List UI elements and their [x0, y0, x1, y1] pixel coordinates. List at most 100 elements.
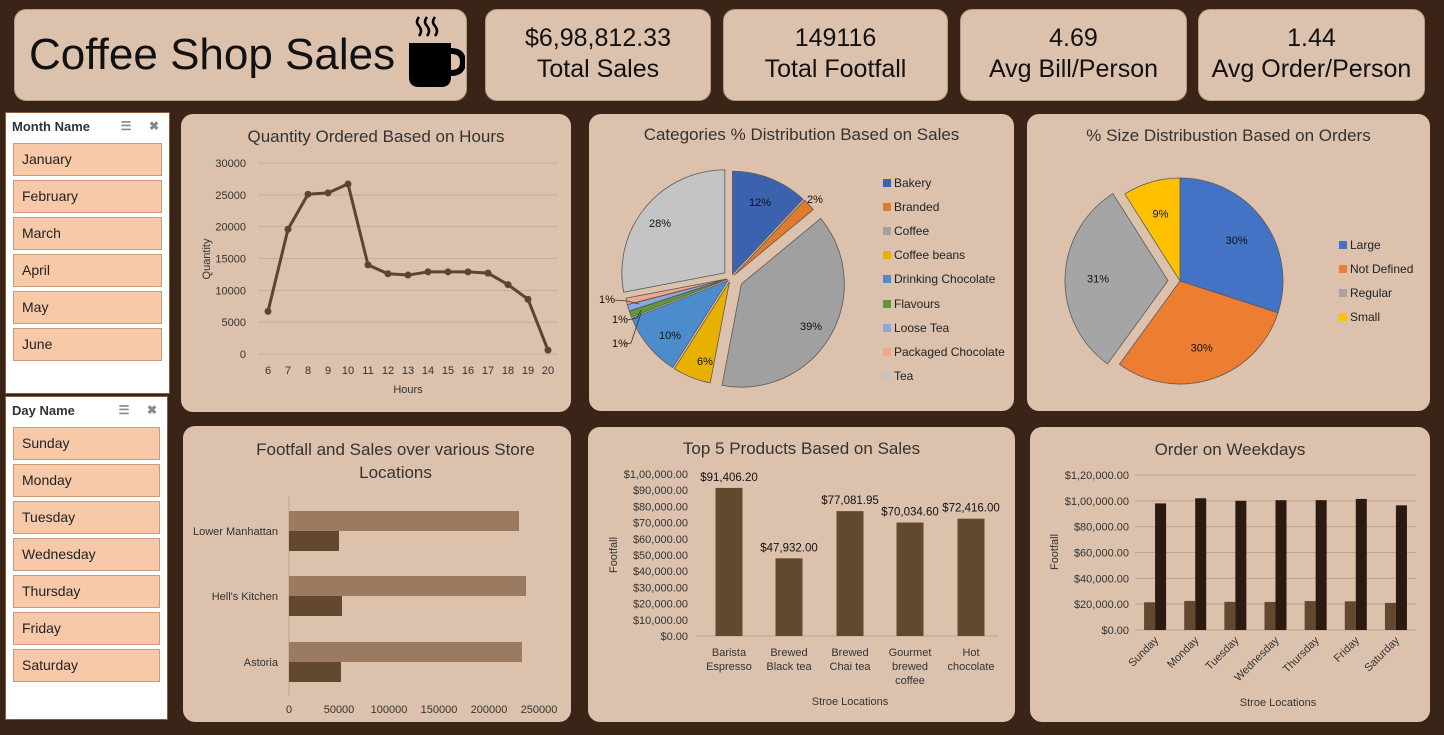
- y-tick-label: $50,000.00: [633, 550, 688, 562]
- y-tick-label: $60,000.00: [633, 534, 688, 546]
- bar: [289, 576, 526, 596]
- category-label: Lower Manhattan: [193, 526, 278, 538]
- categories-pie-chart: 12% 2% 39% 6% 10% 1% 1% 1% 28%: [599, 169, 845, 388]
- bar: [289, 511, 519, 531]
- kpi-avg-bill: 4.69 Avg Bill/Person: [960, 9, 1187, 101]
- y-tick-label: $0.00: [1101, 625, 1129, 637]
- data-point: [384, 270, 392, 278]
- y-tick-label: $0.00: [660, 631, 688, 643]
- slicer-item-saturday[interactable]: Saturday: [13, 649, 160, 682]
- coffee-cup-icon: [407, 15, 467, 96]
- category-label: Hell's Kitchen: [212, 591, 278, 603]
- legend-swatch: [883, 347, 891, 356]
- bar: [1304, 601, 1316, 630]
- x-tick-label: Sunday: [1126, 634, 1161, 669]
- slicer-item-friday[interactable]: Friday: [13, 612, 160, 645]
- multi-select-icon[interactable]: ☰: [120, 119, 132, 133]
- x-tick-label: Saturday: [1362, 634, 1402, 674]
- legend-item: Regular: [1339, 286, 1392, 300]
- x-tick-label: Monday: [1165, 634, 1202, 671]
- x-axis-label: Hours: [393, 384, 423, 396]
- slicer-item-june[interactable]: June: [13, 328, 162, 361]
- legend-item: Packaged Chocolate: [883, 345, 1005, 359]
- leader-line: [626, 309, 642, 321]
- chart-title: % Size Distribustion Based on Orders: [1086, 126, 1371, 145]
- kpi-avg-order: 1.44 Avg Order/Person: [1198, 9, 1425, 101]
- legend-label: Branded: [894, 200, 940, 215]
- legend-item: Flavours: [883, 297, 940, 311]
- slicer-item-thursday[interactable]: Thursday: [13, 575, 160, 608]
- legend-item: Not Defined: [1339, 262, 1413, 276]
- data-point: [404, 271, 412, 279]
- slicer-item-may[interactable]: May: [13, 291, 162, 324]
- chart-title: Top 5 Products Based on Sales: [682, 439, 921, 458]
- x-tick-label: 19: [522, 365, 534, 377]
- sizes-pie-chart: 30% 30% 31% 9%: [1064, 177, 1284, 385]
- slicer-item-april[interactable]: April: [13, 254, 162, 287]
- data-point: [504, 281, 512, 289]
- x-tick-label: 12: [382, 365, 394, 377]
- chart-title: Categories % Distribution Based on Sales: [643, 125, 960, 144]
- y-axis-label: Quantity: [201, 238, 213, 279]
- clear-filter-icon[interactable]: ✖: [148, 119, 160, 133]
- slicer-title: Month Name: [12, 118, 90, 134]
- categories-chart-card: Categories % Distribution Based on Sales…: [589, 114, 1014, 411]
- legend-label: Packaged Chocolate: [894, 344, 1005, 359]
- slicer-item-sunday[interactable]: Sunday: [13, 427, 160, 460]
- y-tick-label: 30000: [215, 158, 246, 170]
- bar: [715, 487, 743, 636]
- bar: [1195, 498, 1207, 630]
- multi-select-icon[interactable]: ☰: [118, 403, 130, 417]
- clear-filter-icon[interactable]: ✖: [146, 403, 158, 417]
- legend-swatch: [883, 227, 891, 236]
- pie-slice-regular: [1064, 193, 1169, 365]
- x-tick-label: Tuesday: [1203, 634, 1241, 672]
- y-tick-label: 5000: [222, 317, 246, 329]
- data-point: [524, 295, 532, 303]
- legend-item: Small: [1339, 310, 1380, 324]
- x-tick-label: 11: [362, 365, 373, 377]
- bar: [1344, 601, 1356, 630]
- y-axis-label: Footfall: [608, 537, 620, 573]
- x-tick-label: chocolate: [947, 661, 994, 673]
- x-tick-label: 14: [422, 365, 434, 377]
- chart-title: Quantity Ordered Based on Hours: [247, 127, 505, 146]
- slicer-item-wednesday[interactable]: Wednesday: [13, 538, 160, 571]
- pie-data-label: 2%: [807, 194, 823, 206]
- x-tick-label: 8: [305, 365, 311, 377]
- legend-label: Loose Tea: [894, 320, 950, 335]
- x-tick-label: Friday: [1332, 634, 1362, 664]
- x-tick-label: Chai tea: [830, 661, 872, 673]
- slicer-item-january[interactable]: January: [13, 143, 162, 176]
- slicer-item-february[interactable]: February: [13, 180, 162, 213]
- slicer-item-march[interactable]: March: [13, 217, 162, 250]
- y-tick-label: 20000: [215, 222, 246, 234]
- pie-slice-branded: [733, 199, 814, 276]
- pie-data-label: 1%: [612, 314, 628, 326]
- data-point: [364, 261, 372, 269]
- kpi-total-footfall: 149116 Total Footfall: [723, 9, 948, 101]
- legend-swatch: [883, 299, 891, 308]
- y-tick-label: $60,000.00: [1074, 548, 1129, 560]
- x-tick-label: 7: [285, 365, 291, 377]
- data-point: [424, 268, 432, 276]
- x-tick-label: Brewed: [770, 647, 807, 659]
- y-tick-label: $40,000.00: [633, 566, 688, 578]
- slicer-item-monday[interactable]: Monday: [13, 464, 160, 497]
- legend-swatch: [1339, 313, 1347, 321]
- bar: [1275, 500, 1287, 630]
- data-label: $72,416.00: [942, 503, 1000, 515]
- y-tick-label: 15000: [215, 254, 246, 266]
- category-label: Astoria: [244, 657, 279, 669]
- bar: [1144, 602, 1156, 630]
- y-tick-label: $80,000.00: [1074, 522, 1129, 534]
- month-slicer: Month Name ☰ ✖ January February March Ap…: [5, 112, 170, 394]
- pie-slice-tea: [621, 169, 726, 293]
- x-tick-label: 150000: [421, 704, 458, 716]
- series-line: [266, 181, 550, 351]
- legend-item: Tea: [883, 369, 913, 383]
- pie-data-label: 31%: [1087, 273, 1109, 285]
- slicer-item-tuesday[interactable]: Tuesday: [13, 501, 160, 534]
- pie-data-label: 28%: [649, 218, 671, 230]
- x-tick-label: Gourmet: [889, 647, 932, 659]
